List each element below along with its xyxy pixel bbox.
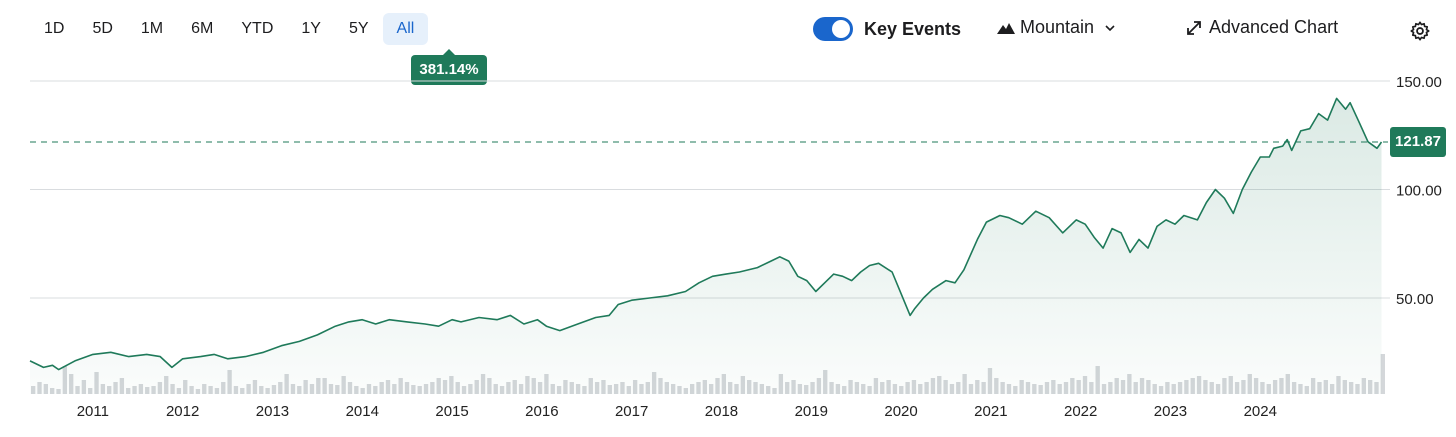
price-line [29, 97, 1383, 371]
x-tick-label: 2024 [1244, 403, 1277, 420]
last-price-label: 121.87 [1390, 127, 1446, 157]
range-tab-1m[interactable]: 1M [140, 20, 164, 37]
toggle-switch[interactable] [813, 17, 853, 41]
x-tick-label: 2016 [525, 403, 558, 420]
key-events-label: Key Events [864, 18, 962, 39]
x-tick-label: 2014 [346, 403, 379, 420]
chevron-down-icon [1105, 24, 1115, 31]
x-tick-label: 2018 [705, 403, 738, 420]
x-tick-label: 2012 [166, 403, 199, 420]
x-tick-label: 2020 [884, 403, 917, 420]
range-tab-1y[interactable]: 1Y [301, 20, 321, 37]
x-tick-label: 2019 [795, 403, 828, 420]
toggle-knob [832, 20, 850, 38]
range-tab-5d[interactable]: 5D [92, 20, 113, 37]
x-tick-label: 2015 [435, 403, 468, 420]
gear-icon[interactable] [1409, 20, 1431, 42]
chart-toolbar: 1D 5D 1M 6M YTD 1Y 5Y All Key Events Mou… [0, 0, 1456, 60]
chart-type-dropdown[interactable]: Mountain [996, 17, 1116, 38]
range-tab-all[interactable]: All [382, 13, 429, 45]
range-tab-ytd[interactable]: YTD [241, 20, 274, 37]
key-events-toggle[interactable]: Key Events [813, 17, 961, 41]
x-tick-label: 2021 [974, 403, 1007, 420]
mountain-icon [997, 22, 1015, 34]
range-tab-6m[interactable]: 6M [191, 20, 214, 37]
advanced-chart-button[interactable]: Advanced Chart [1186, 17, 1338, 38]
x-tick-label: 2023 [1154, 403, 1187, 420]
price-area [30, 98, 1382, 395]
volume-bar [1380, 354, 1385, 394]
performance-badge: 381.14% [411, 49, 487, 85]
x-tick-label: 2013 [256, 403, 289, 420]
expand-icon [1187, 20, 1201, 35]
chart-type-label: Mountain [1020, 17, 1095, 37]
y-tick-label: 50.00 [1396, 291, 1434, 308]
y-tick-label: 150.00 [1396, 74, 1442, 91]
advanced-chart-label: Advanced Chart [1209, 17, 1339, 37]
range-tab-5y[interactable]: 5Y [348, 20, 369, 37]
y-tick-label: 100.00 [1396, 183, 1442, 200]
range-tabs: 1D 5D 1M 6M YTD 1Y 5Y All [30, 13, 429, 45]
x-tick-label: 2017 [615, 403, 648, 420]
x-tick-label: 2022 [1064, 403, 1097, 420]
x-tick-label: 2011 [77, 403, 109, 420]
range-tab-1d[interactable]: 1D [44, 20, 65, 37]
